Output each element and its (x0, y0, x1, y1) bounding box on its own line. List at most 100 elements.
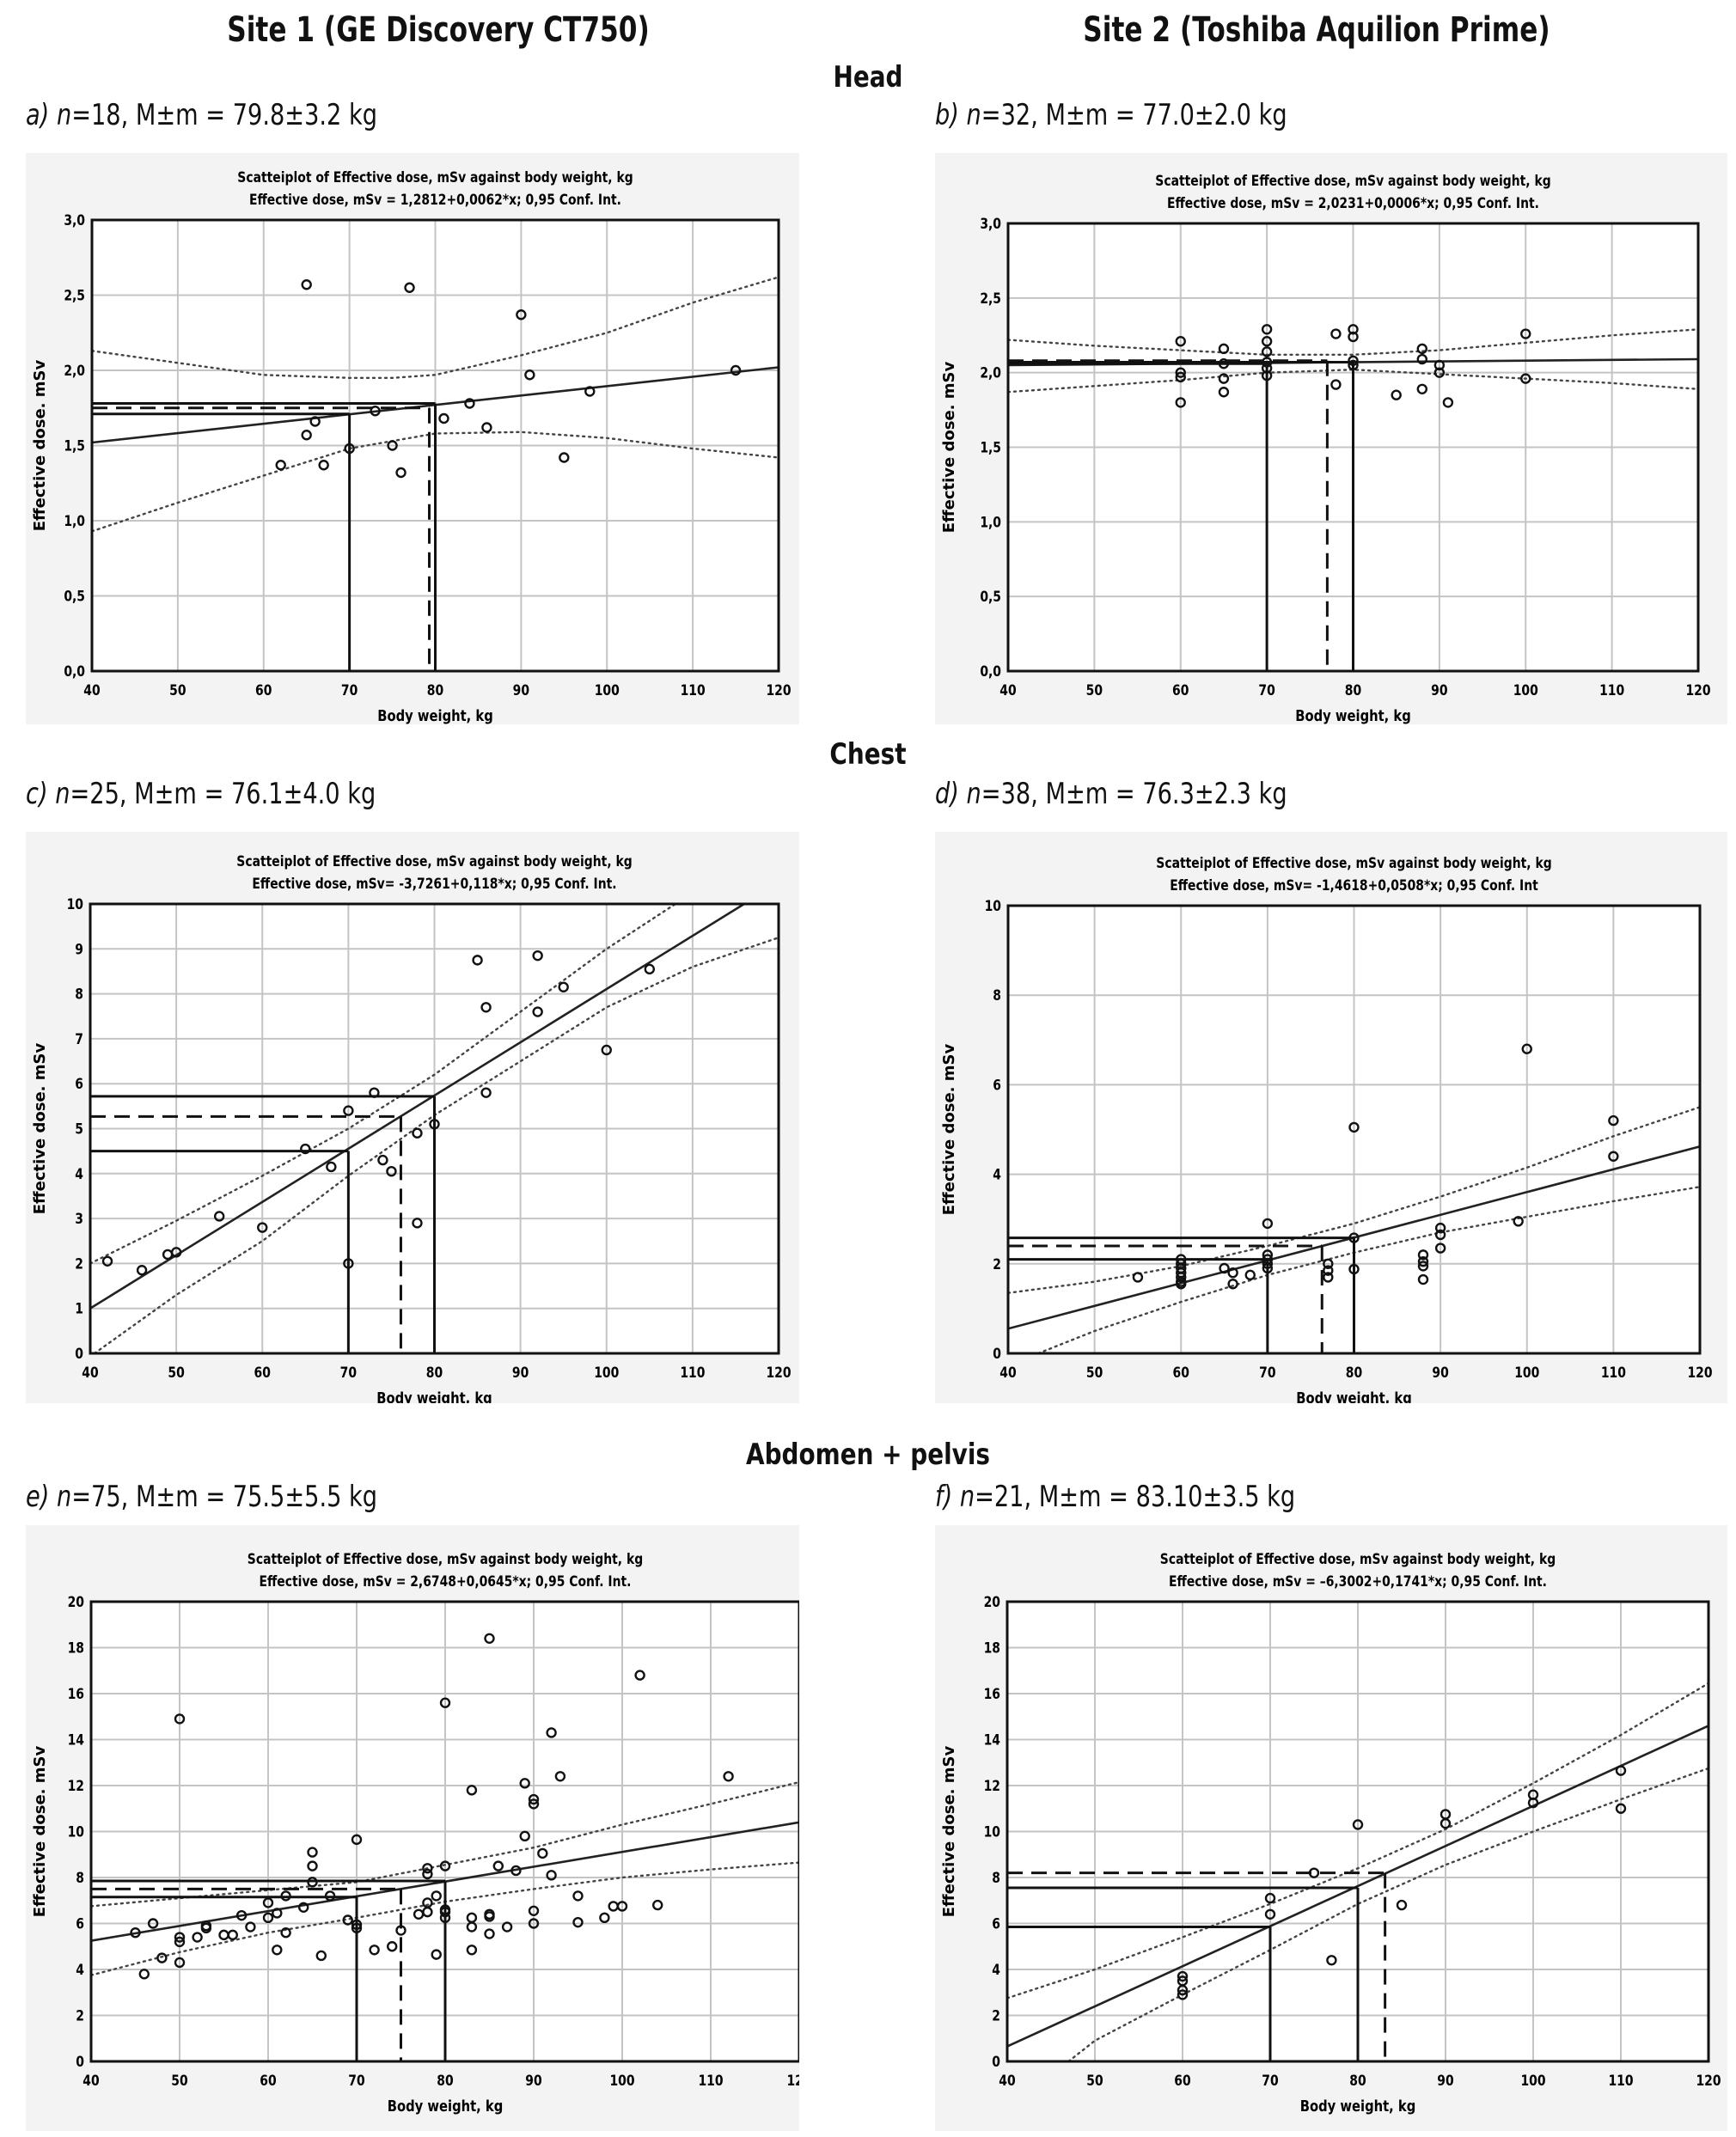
chart-title: Scatteiplot of Effective dose, mSv again… (1160, 1551, 1556, 1568)
data-point (558, 981, 569, 992)
data-point (1416, 383, 1427, 394)
caption-f: f) n=21, M±m = 83.10±3.5 kg (935, 1480, 1295, 1514)
data-point (1177, 1970, 1189, 1982)
caption-n: n (959, 1480, 975, 1514)
data-point (1261, 346, 1273, 357)
y-tick-label: 20 (68, 1594, 85, 1611)
data-point (307, 1847, 318, 1858)
data-point (559, 452, 570, 463)
data-point (1417, 1255, 1429, 1267)
data-point (235, 1909, 248, 1921)
x-tick-label: 100 (1514, 1365, 1539, 1382)
data-point (280, 1890, 291, 1902)
y-tick-label: 4 (993, 1166, 1001, 1183)
chart-panel-a: Scatteiplot of Effective dose, mSv again… (26, 153, 799, 724)
caption-stats: =32, M±m = 77.0±2.0 kg (981, 98, 1287, 132)
data-point (422, 1868, 433, 1880)
data-point (315, 1950, 327, 1962)
data-point (431, 1949, 442, 1960)
data-point (1348, 359, 1359, 371)
x-tick-label: 70 (1262, 2073, 1279, 2090)
caption-n: n (57, 1480, 72, 1514)
data-point (466, 1921, 478, 1932)
plot-frame (89, 902, 780, 1355)
data-point (516, 309, 527, 321)
data-point (1262, 1218, 1274, 1230)
y-tick-label: 10 (68, 1823, 85, 1841)
data-point (484, 1911, 495, 1922)
y-tick-label: 18 (984, 1639, 1000, 1657)
chart-title: Scatteiplot of Effective dose, mSv again… (237, 169, 633, 186)
data-point (1417, 1249, 1429, 1261)
data-point (280, 1927, 291, 1939)
x-tick-label: 50 (1086, 682, 1103, 699)
x-tick-label: 120 (1685, 682, 1710, 699)
data-point (351, 1834, 363, 1846)
y-axis-label: Effective dose. mSv (940, 362, 958, 534)
y-axis-label: Effective dose. mSv (940, 1044, 958, 1216)
y-tick-label: 2 (992, 2007, 1000, 2024)
data-point (1442, 397, 1454, 408)
y-tick-label: 9 (75, 941, 83, 958)
plot-content (91, 1633, 799, 2061)
data-point (377, 1154, 388, 1166)
y-tick-label: 0 (76, 2054, 84, 2071)
caption-e: e) n=75, M±m = 75.5±5.5 kg (26, 1480, 377, 1514)
scatter-chart-d: Scatteiplot of Effective dose, mSv again… (940, 855, 1713, 1403)
data-point (245, 1921, 256, 1932)
data-point (1348, 331, 1359, 343)
x-tick-label: 60 (260, 2073, 277, 2090)
x-axis-label: Body weight, kg (1295, 707, 1410, 724)
y-tick-label: 4 (75, 1165, 83, 1182)
plot-frame (1006, 904, 1702, 1355)
data-point (1261, 369, 1273, 382)
data-point (1261, 357, 1273, 368)
data-point (1176, 1272, 1187, 1283)
x-tick-label: 80 (1345, 682, 1362, 699)
data-point (1396, 1899, 1408, 1911)
data-point (466, 1945, 478, 1956)
data-point (438, 412, 449, 424)
ci-upper-line (90, 904, 677, 1265)
chart-title: Scatteiplot of Effective dose, mSv again… (248, 1551, 643, 1568)
y-tick-label: 5 (75, 1120, 83, 1138)
data-point (554, 1771, 566, 1782)
data-point (272, 1945, 283, 1956)
data-point (484, 1633, 495, 1645)
y-tick-label: 8 (992, 1870, 1000, 1887)
scatter-chart-b: Scatteiplot of Effective dose, mSv again… (940, 173, 1711, 724)
data-point (200, 1922, 212, 1934)
caption-letter: f) (935, 1480, 953, 1514)
x-tick-label: 110 (680, 1365, 705, 1382)
caption-stats: =38, M±m = 76.3±2.3 kg (981, 777, 1287, 811)
x-tick-label: 70 (340, 1365, 358, 1382)
y-tick-label: 2,0 (64, 363, 85, 380)
plot-content (92, 276, 779, 671)
data-point (546, 1870, 557, 1881)
y-tick-label: 10 (67, 896, 84, 913)
data-point (464, 398, 475, 409)
caption-n: n (56, 98, 72, 132)
data-point (1348, 1121, 1360, 1133)
data-point (572, 1890, 584, 1902)
x-tick-label: 120 (766, 682, 791, 699)
y-tick-label: 6 (75, 1076, 83, 1093)
x-axis-label: Body weight, kg (388, 2097, 503, 2116)
data-point (395, 1925, 406, 1936)
data-point (174, 1932, 186, 1943)
y-tick-label: 1,5 (64, 437, 85, 455)
x-tick-label: 40 (83, 2073, 100, 2090)
data-point (510, 1865, 522, 1877)
data-point (1323, 1272, 1334, 1283)
data-point (429, 1119, 440, 1130)
chart-panel-c: Scatteiplot of Effective dose, mSv again… (26, 832, 799, 1403)
data-point (1132, 1272, 1144, 1283)
data-point (1434, 1222, 1446, 1234)
data-point (1323, 1258, 1334, 1269)
data-point (174, 1713, 186, 1725)
y-tick-label: 0 (75, 1346, 83, 1363)
data-point (387, 1941, 398, 1952)
x-tick-label: 40 (999, 2073, 1016, 2090)
x-tick-label: 110 (1601, 1365, 1626, 1382)
x-tick-label: 80 (1349, 2073, 1366, 2090)
